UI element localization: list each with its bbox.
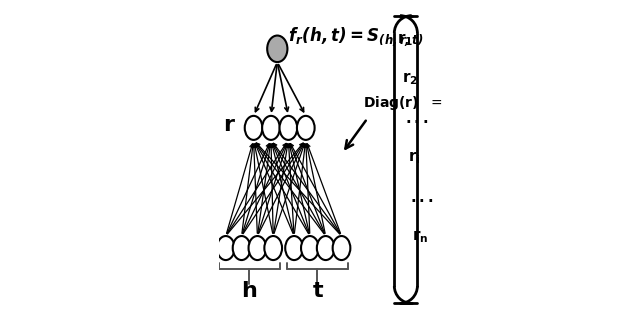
Ellipse shape [248, 236, 266, 260]
Text: $\mathbf{r_2}$: $\mathbf{r_2}$ [401, 70, 418, 87]
Ellipse shape [301, 236, 319, 260]
Ellipse shape [317, 236, 335, 260]
Ellipse shape [233, 236, 250, 260]
Ellipse shape [333, 236, 350, 260]
Text: $\bfit{f_r(h,t)=S_{(h,r,t)}}$: $\bfit{f_r(h,t)=S_{(h,r,t)}}$ [289, 25, 424, 48]
Text: $\mathbf{Diag(r)}$  $=$: $\mathbf{Diag(r)}$ $=$ [363, 93, 442, 112]
Text: $\mathbf{t}$: $\mathbf{t}$ [312, 281, 324, 301]
Ellipse shape [217, 236, 235, 260]
Text: $\mathbf{h}$: $\mathbf{h}$ [241, 281, 257, 301]
Text: $\mathbf{...}$: $\mathbf{...}$ [404, 111, 428, 126]
Ellipse shape [267, 35, 287, 62]
Ellipse shape [280, 116, 297, 140]
Text: $\mathbf{...}$: $\mathbf{...}$ [410, 190, 434, 205]
Text: $\mathbf{r_n}$: $\mathbf{r_n}$ [412, 229, 428, 245]
Ellipse shape [262, 116, 280, 140]
Ellipse shape [264, 236, 282, 260]
Ellipse shape [297, 116, 315, 140]
Text: $\mathbf{r}$: $\mathbf{r}$ [223, 115, 236, 135]
Ellipse shape [244, 116, 262, 140]
Text: $\mathbf{r_i}$: $\mathbf{r_i}$ [408, 150, 420, 166]
Ellipse shape [285, 236, 303, 260]
Text: $\mathbf{r_1}$: $\mathbf{r_1}$ [397, 31, 414, 48]
